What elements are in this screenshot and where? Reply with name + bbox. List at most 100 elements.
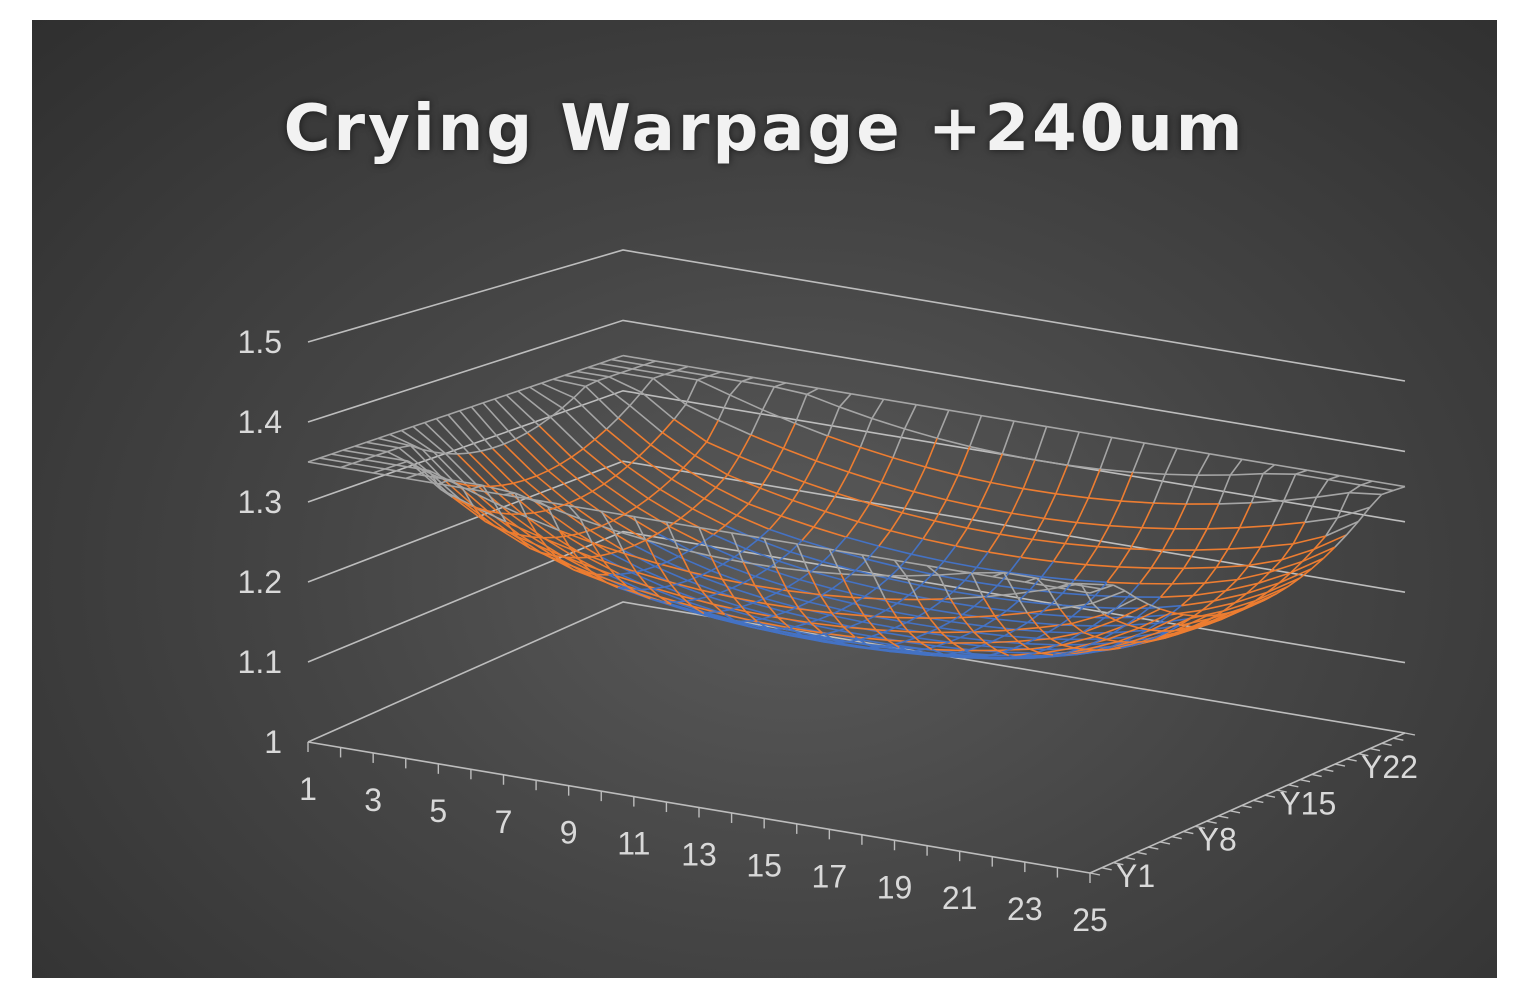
- surface-line: [1248, 559, 1282, 567]
- surface-line: [670, 603, 684, 610]
- surface-line: [1041, 560, 1055, 578]
- surface-line: [718, 419, 752, 436]
- surface-line: [459, 410, 493, 449]
- surface-line: [571, 448, 584, 458]
- surface-line: [957, 446, 971, 476]
- surface-line: [831, 612, 845, 628]
- surface-line: [512, 482, 547, 512]
- surface-line: [913, 466, 927, 493]
- surface-line: [866, 643, 879, 650]
- surface-line: [694, 454, 728, 476]
- surface-line: [994, 618, 1028, 624]
- surface-line: [1253, 599, 1266, 606]
- surface-line: [664, 586, 698, 601]
- surface-line: [1099, 437, 1113, 470]
- surface-line: [1134, 629, 1147, 638]
- surface-line: [528, 547, 542, 554]
- surface-line: [1349, 491, 1382, 496]
- surface-line: [512, 479, 526, 485]
- surface-line: [738, 455, 773, 471]
- y-tick: [1299, 778, 1311, 783]
- surface-line: [1207, 526, 1240, 530]
- surface-line: [1003, 572, 1017, 595]
- surface-line: [824, 492, 838, 512]
- surface-line: [1092, 590, 1126, 605]
- surface-line: [973, 631, 986, 644]
- surface-line: [708, 591, 721, 598]
- surface-line: [494, 398, 528, 434]
- surface-line: [573, 385, 587, 399]
- surface-line: [861, 554, 895, 562]
- y-tick: [1288, 784, 1299, 788]
- surface-line: [894, 621, 907, 629]
- surface-line: [396, 460, 409, 466]
- surface-line: [831, 587, 865, 598]
- surface-line: [720, 587, 733, 594]
- surface-line: [982, 618, 996, 627]
- surface-line: [724, 524, 759, 541]
- surface-line: [1192, 589, 1226, 597]
- surface-line: [916, 403, 949, 411]
- surface-line: [679, 595, 693, 607]
- surface-line: [859, 635, 872, 641]
- surface-line: [1079, 431, 1112, 439]
- surface-line: [831, 612, 865, 617]
- surface-line: [1267, 577, 1301, 594]
- surface-line: [872, 575, 886, 600]
- surface-line: [818, 387, 852, 395]
- surface-line: [1243, 599, 1257, 609]
- surface-line: [526, 424, 540, 434]
- surface-line: [1045, 644, 1059, 651]
- surface-line: [1197, 623, 1210, 629]
- surface-line: [1348, 484, 1362, 494]
- surface-line: [624, 513, 658, 535]
- surface-line: [915, 632, 928, 639]
- surface-line: [1015, 588, 1049, 595]
- surface-line: [1278, 567, 1312, 584]
- surface-line: [994, 615, 1007, 631]
- back-walls-gridlines: [307, 249, 1406, 743]
- surface-line: [706, 441, 740, 458]
- surface-line: [829, 609, 842, 616]
- surface-line: [591, 483, 605, 493]
- surface-line: [1241, 458, 1275, 466]
- surface-line: [440, 488, 453, 498]
- surface-line: [638, 593, 651, 600]
- surface-line: [822, 632, 835, 641]
- surface-line: [846, 536, 880, 547]
- surface-line: [982, 592, 1016, 598]
- surface-line: [605, 417, 619, 430]
- surface-line: [557, 502, 570, 509]
- surface-line: [873, 609, 887, 618]
- surface-line: [838, 629, 872, 638]
- surface-line: [700, 589, 714, 605]
- surface-line: [827, 406, 841, 437]
- surface-line: [675, 583, 709, 598]
- surface-line: [864, 587, 877, 598]
- surface-line: [1129, 527, 1143, 550]
- surface-line: [1315, 479, 1329, 498]
- surface-line: [934, 520, 968, 529]
- surface-line: [424, 422, 458, 455]
- surface-line: [1181, 600, 1215, 607]
- surface-line: [633, 539, 647, 547]
- surface-line: [985, 585, 999, 598]
- surface-line: [626, 585, 660, 598]
- surface-line: [1001, 651, 1035, 655]
- surface-line: [541, 378, 554, 384]
- surface-line: [1360, 480, 1373, 486]
- surface-line: [1274, 463, 1308, 472]
- surface-line: [1071, 613, 1105, 625]
- surface-line: [962, 605, 975, 616]
- surface-line: [466, 484, 479, 488]
- surface-line: [984, 642, 998, 652]
- surface-line: [887, 639, 900, 649]
- surface-line: [354, 445, 388, 453]
- surface-line: [645, 539, 679, 558]
- surface-line: [405, 477, 439, 485]
- surface-line: [840, 573, 874, 577]
- surface-line: [433, 451, 446, 455]
- surface-line: [410, 444, 423, 451]
- surface-line: [689, 571, 703, 591]
- surface-line: [489, 484, 502, 488]
